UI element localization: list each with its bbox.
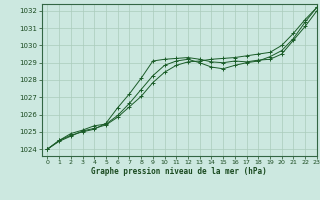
X-axis label: Graphe pression niveau de la mer (hPa): Graphe pression niveau de la mer (hPa)	[91, 167, 267, 176]
